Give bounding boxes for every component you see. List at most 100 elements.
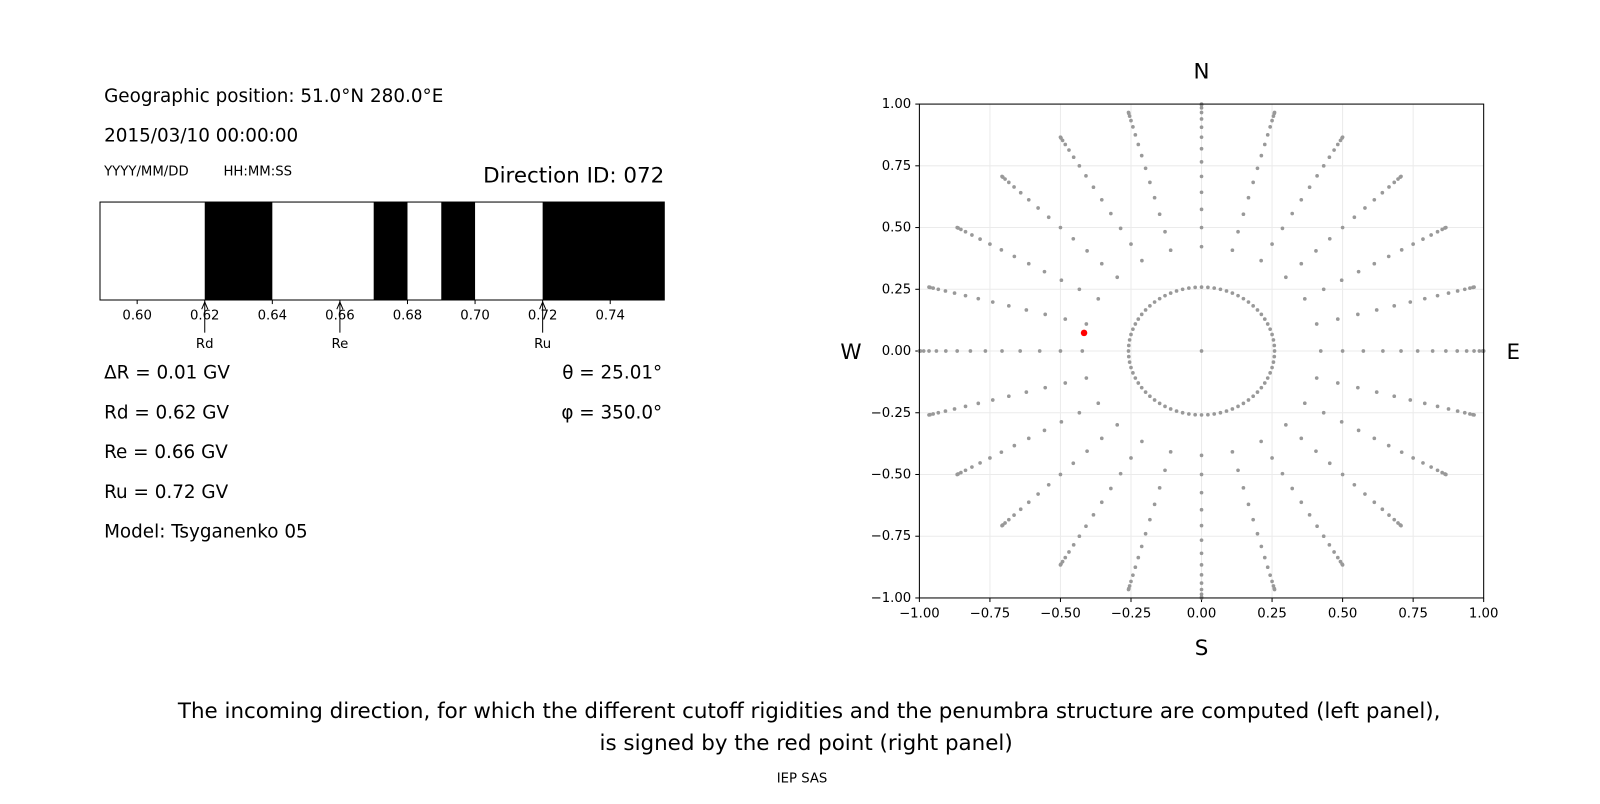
direction-point [1284, 275, 1288, 280]
direction-point [1392, 180, 1397, 185]
direction-point [1199, 146, 1204, 151]
direction-point [1042, 428, 1047, 433]
direction-point [1012, 513, 1016, 517]
direction-point [1046, 482, 1051, 487]
direction-point [1415, 349, 1420, 353]
direction-point [1315, 524, 1319, 529]
direction-point [1006, 180, 1011, 185]
direction-point [1241, 401, 1246, 406]
direction-point [1024, 390, 1029, 394]
direction-point [1265, 565, 1270, 570]
direction-point [1199, 125, 1204, 130]
direction-point [988, 456, 992, 460]
direction-point [1174, 289, 1179, 293]
direction-point [1006, 517, 1011, 522]
date-format: YYYY/MM/DD [103, 164, 189, 179]
direction-point [1246, 300, 1251, 304]
compass-east: E [1506, 340, 1520, 365]
direction-point [1063, 317, 1068, 321]
x-tick-label: −0.25 [1111, 606, 1152, 621]
footer: IEP SAS [777, 772, 828, 787]
direction-point [1199, 453, 1204, 458]
direction-point [1058, 563, 1063, 567]
direction-point [936, 287, 941, 292]
direction-point [1246, 398, 1251, 402]
direction-point [1290, 211, 1295, 216]
direction-point [1472, 413, 1476, 417]
direction-point [976, 401, 981, 406]
direction-point [1129, 579, 1133, 584]
direction-point [936, 410, 941, 415]
direction-point [1356, 385, 1360, 390]
direction-point [1399, 450, 1404, 454]
direction-point [1399, 174, 1403, 179]
direction-point [999, 248, 1004, 252]
direction-point [1077, 163, 1082, 168]
direction-point [963, 293, 968, 298]
direction-point [978, 461, 982, 465]
direction-point [952, 291, 957, 295]
direction-point [999, 450, 1004, 454]
time-format: HH:MM:SS [223, 164, 292, 179]
direction-point [1058, 472, 1063, 477]
direction-point [1386, 254, 1391, 259]
direction-point [1255, 166, 1260, 171]
direction-point [1236, 404, 1240, 409]
direction-point [1270, 332, 1274, 337]
y-tick-label: 1.00 [882, 97, 912, 112]
direction-point [1408, 398, 1413, 402]
direction-point [1327, 543, 1332, 547]
direction-point [1143, 531, 1148, 536]
marker-arrowhead [539, 300, 547, 310]
direction-point [1071, 236, 1076, 241]
direction-point [1399, 523, 1403, 528]
direction-point [1332, 550, 1336, 554]
direction-point [1058, 349, 1063, 353]
direction-point [1193, 285, 1198, 290]
direction-point [1307, 513, 1312, 517]
direction-point [1152, 502, 1157, 507]
direction-point [1352, 482, 1357, 487]
direction-point [1374, 308, 1379, 312]
direction-point [1168, 449, 1173, 454]
direction-point [1129, 332, 1133, 337]
compass-west: W [840, 340, 861, 365]
re: Re = 0.66 GV [104, 442, 228, 463]
marker-label: Ru [534, 337, 551, 352]
direction-point [1199, 135, 1204, 140]
direction-point [1352, 215, 1357, 220]
direction-point [1271, 338, 1276, 342]
direction-point [1071, 461, 1076, 466]
direction-point [1272, 587, 1277, 592]
direction-point [1131, 125, 1135, 129]
direction-point [934, 349, 939, 353]
y-tick-label: 0.75 [882, 159, 912, 174]
direction-point [1084, 376, 1089, 380]
direction-point [1096, 297, 1101, 301]
direction-point [1063, 142, 1068, 147]
direction-point [1152, 300, 1157, 304]
direction-point [1444, 225, 1448, 230]
direction-point [1335, 555, 1340, 560]
direction-point [1321, 287, 1326, 292]
direction-point [1429, 233, 1433, 237]
direction-point [1091, 513, 1096, 517]
direction-point [1199, 587, 1204, 592]
direction-point [988, 242, 992, 246]
direction-point [1335, 317, 1340, 321]
direction-point [1071, 543, 1076, 547]
plot-frame [918, 103, 1485, 599]
direction-point [1026, 197, 1031, 202]
direction-point [1026, 261, 1031, 266]
direction-point [921, 349, 926, 353]
direction-point [1118, 226, 1123, 231]
direction-point [1314, 376, 1319, 380]
direction-point [1435, 404, 1440, 409]
direction-point [1241, 485, 1246, 490]
direction-point [1036, 492, 1040, 496]
direction-point [1043, 312, 1048, 317]
direction-point [1180, 410, 1185, 415]
direction-point [1218, 287, 1223, 292]
phi: φ = 350.0° [561, 402, 662, 423]
direction-point [1272, 343, 1277, 348]
